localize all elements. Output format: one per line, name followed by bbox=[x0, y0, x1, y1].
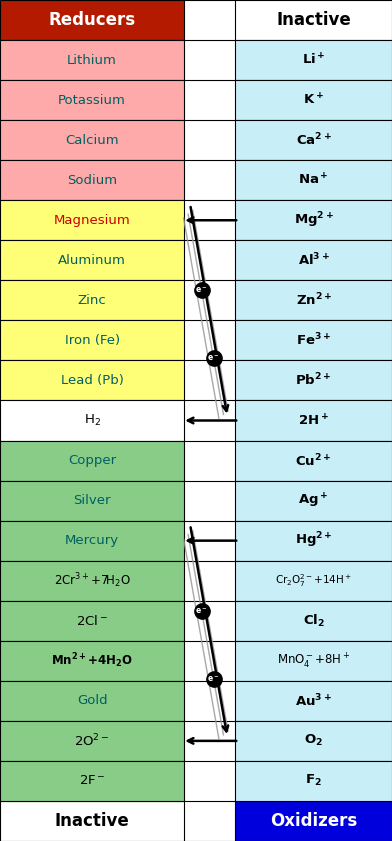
FancyBboxPatch shape bbox=[0, 801, 184, 841]
Text: Cl$_2$: Cl$_2$ bbox=[303, 613, 325, 629]
FancyBboxPatch shape bbox=[235, 280, 392, 320]
FancyBboxPatch shape bbox=[235, 320, 392, 361]
FancyBboxPatch shape bbox=[235, 681, 392, 721]
Text: Zn$^{2+}$: Zn$^{2+}$ bbox=[296, 292, 332, 309]
Text: 2H$^+$: 2H$^+$ bbox=[298, 413, 329, 428]
FancyBboxPatch shape bbox=[235, 120, 392, 160]
Text: Au$^{3+}$: Au$^{3+}$ bbox=[295, 692, 332, 709]
Text: 2Cr$^{3+}$+7H$_2$O: 2Cr$^{3+}$+7H$_2$O bbox=[54, 571, 131, 590]
FancyBboxPatch shape bbox=[235, 40, 392, 80]
FancyBboxPatch shape bbox=[0, 120, 184, 160]
Text: K$^+$: K$^+$ bbox=[303, 93, 324, 108]
FancyBboxPatch shape bbox=[235, 641, 392, 681]
FancyBboxPatch shape bbox=[235, 241, 392, 280]
FancyBboxPatch shape bbox=[0, 361, 184, 400]
Text: 2F$^-$: 2F$^-$ bbox=[79, 775, 105, 787]
Text: Silver: Silver bbox=[73, 495, 111, 507]
FancyBboxPatch shape bbox=[235, 561, 392, 600]
Text: Ca$^{2+}$: Ca$^{2+}$ bbox=[296, 132, 332, 149]
Text: Mercury: Mercury bbox=[65, 534, 119, 547]
FancyBboxPatch shape bbox=[235, 721, 392, 761]
FancyBboxPatch shape bbox=[0, 761, 184, 801]
FancyBboxPatch shape bbox=[235, 0, 392, 40]
Text: Pb$^{2+}$: Pb$^{2+}$ bbox=[296, 373, 332, 389]
Text: Sodium: Sodium bbox=[67, 174, 117, 187]
FancyBboxPatch shape bbox=[0, 320, 184, 361]
Text: e$^-$: e$^-$ bbox=[207, 353, 220, 363]
FancyBboxPatch shape bbox=[0, 480, 184, 521]
Text: Oxidizers: Oxidizers bbox=[270, 812, 357, 830]
Text: Inactive: Inactive bbox=[55, 812, 129, 830]
FancyBboxPatch shape bbox=[235, 400, 392, 441]
FancyBboxPatch shape bbox=[0, 600, 184, 641]
Text: e$^-$: e$^-$ bbox=[207, 674, 220, 684]
Text: Mn$^{2+}$+4H$_2$O: Mn$^{2+}$+4H$_2$O bbox=[51, 652, 133, 670]
Text: Inactive: Inactive bbox=[276, 11, 351, 29]
FancyBboxPatch shape bbox=[184, 0, 235, 841]
Text: Lead (Pb): Lead (Pb) bbox=[61, 374, 123, 387]
Text: Al$^{3+}$: Al$^{3+}$ bbox=[298, 252, 330, 268]
Text: Calcium: Calcium bbox=[65, 134, 119, 146]
Text: MnO$_4^-$+8H$^+$: MnO$_4^-$+8H$^+$ bbox=[277, 652, 350, 670]
FancyBboxPatch shape bbox=[235, 761, 392, 801]
FancyBboxPatch shape bbox=[0, 40, 184, 80]
FancyBboxPatch shape bbox=[0, 160, 184, 200]
Text: O$_2$: O$_2$ bbox=[304, 733, 323, 748]
Text: e$^-$: e$^-$ bbox=[196, 286, 208, 295]
FancyBboxPatch shape bbox=[235, 600, 392, 641]
Text: Ag$^+$: Ag$^+$ bbox=[298, 491, 329, 510]
Text: Fe$^{3+}$: Fe$^{3+}$ bbox=[296, 332, 331, 349]
Text: Cr$_2$O$_7^{2-}$+14H$^+$: Cr$_2$O$_7^{2-}$+14H$^+$ bbox=[275, 572, 352, 589]
FancyBboxPatch shape bbox=[0, 441, 184, 480]
FancyBboxPatch shape bbox=[235, 160, 392, 200]
Text: Na$^+$: Na$^+$ bbox=[298, 172, 329, 188]
Text: e$^-$: e$^-$ bbox=[196, 606, 208, 616]
FancyBboxPatch shape bbox=[235, 200, 392, 241]
Text: Aluminum: Aluminum bbox=[58, 254, 126, 267]
FancyBboxPatch shape bbox=[0, 241, 184, 280]
FancyBboxPatch shape bbox=[0, 280, 184, 320]
FancyBboxPatch shape bbox=[0, 561, 184, 600]
FancyBboxPatch shape bbox=[0, 721, 184, 761]
Text: F$_2$: F$_2$ bbox=[305, 774, 322, 789]
Text: Gold: Gold bbox=[77, 695, 107, 707]
FancyBboxPatch shape bbox=[0, 200, 184, 241]
Text: 2Cl$^-$: 2Cl$^-$ bbox=[76, 614, 108, 627]
FancyBboxPatch shape bbox=[235, 480, 392, 521]
FancyBboxPatch shape bbox=[235, 801, 392, 841]
Text: Iron (Fe): Iron (Fe) bbox=[65, 334, 120, 346]
Text: Cu$^{2+}$: Cu$^{2+}$ bbox=[296, 452, 332, 468]
FancyBboxPatch shape bbox=[0, 80, 184, 120]
FancyBboxPatch shape bbox=[0, 400, 184, 441]
Text: Potassium: Potassium bbox=[58, 93, 126, 107]
FancyBboxPatch shape bbox=[235, 521, 392, 561]
FancyBboxPatch shape bbox=[235, 361, 392, 400]
Text: Hg$^{2+}$: Hg$^{2+}$ bbox=[295, 531, 332, 551]
FancyBboxPatch shape bbox=[0, 521, 184, 561]
Text: Li$^+$: Li$^+$ bbox=[302, 52, 325, 68]
Text: Zinc: Zinc bbox=[78, 294, 107, 307]
Text: Copper: Copper bbox=[68, 454, 116, 467]
Text: Mg$^{2+}$: Mg$^{2+}$ bbox=[294, 210, 334, 230]
Text: H$_2$: H$_2$ bbox=[83, 413, 101, 428]
FancyBboxPatch shape bbox=[235, 441, 392, 480]
Text: Lithium: Lithium bbox=[67, 54, 117, 66]
Text: Magnesium: Magnesium bbox=[54, 214, 131, 227]
FancyBboxPatch shape bbox=[0, 641, 184, 681]
FancyBboxPatch shape bbox=[235, 80, 392, 120]
FancyBboxPatch shape bbox=[0, 0, 184, 40]
FancyBboxPatch shape bbox=[0, 681, 184, 721]
Text: 2O$^{2-}$: 2O$^{2-}$ bbox=[74, 733, 110, 749]
Text: Reducers: Reducers bbox=[49, 11, 136, 29]
